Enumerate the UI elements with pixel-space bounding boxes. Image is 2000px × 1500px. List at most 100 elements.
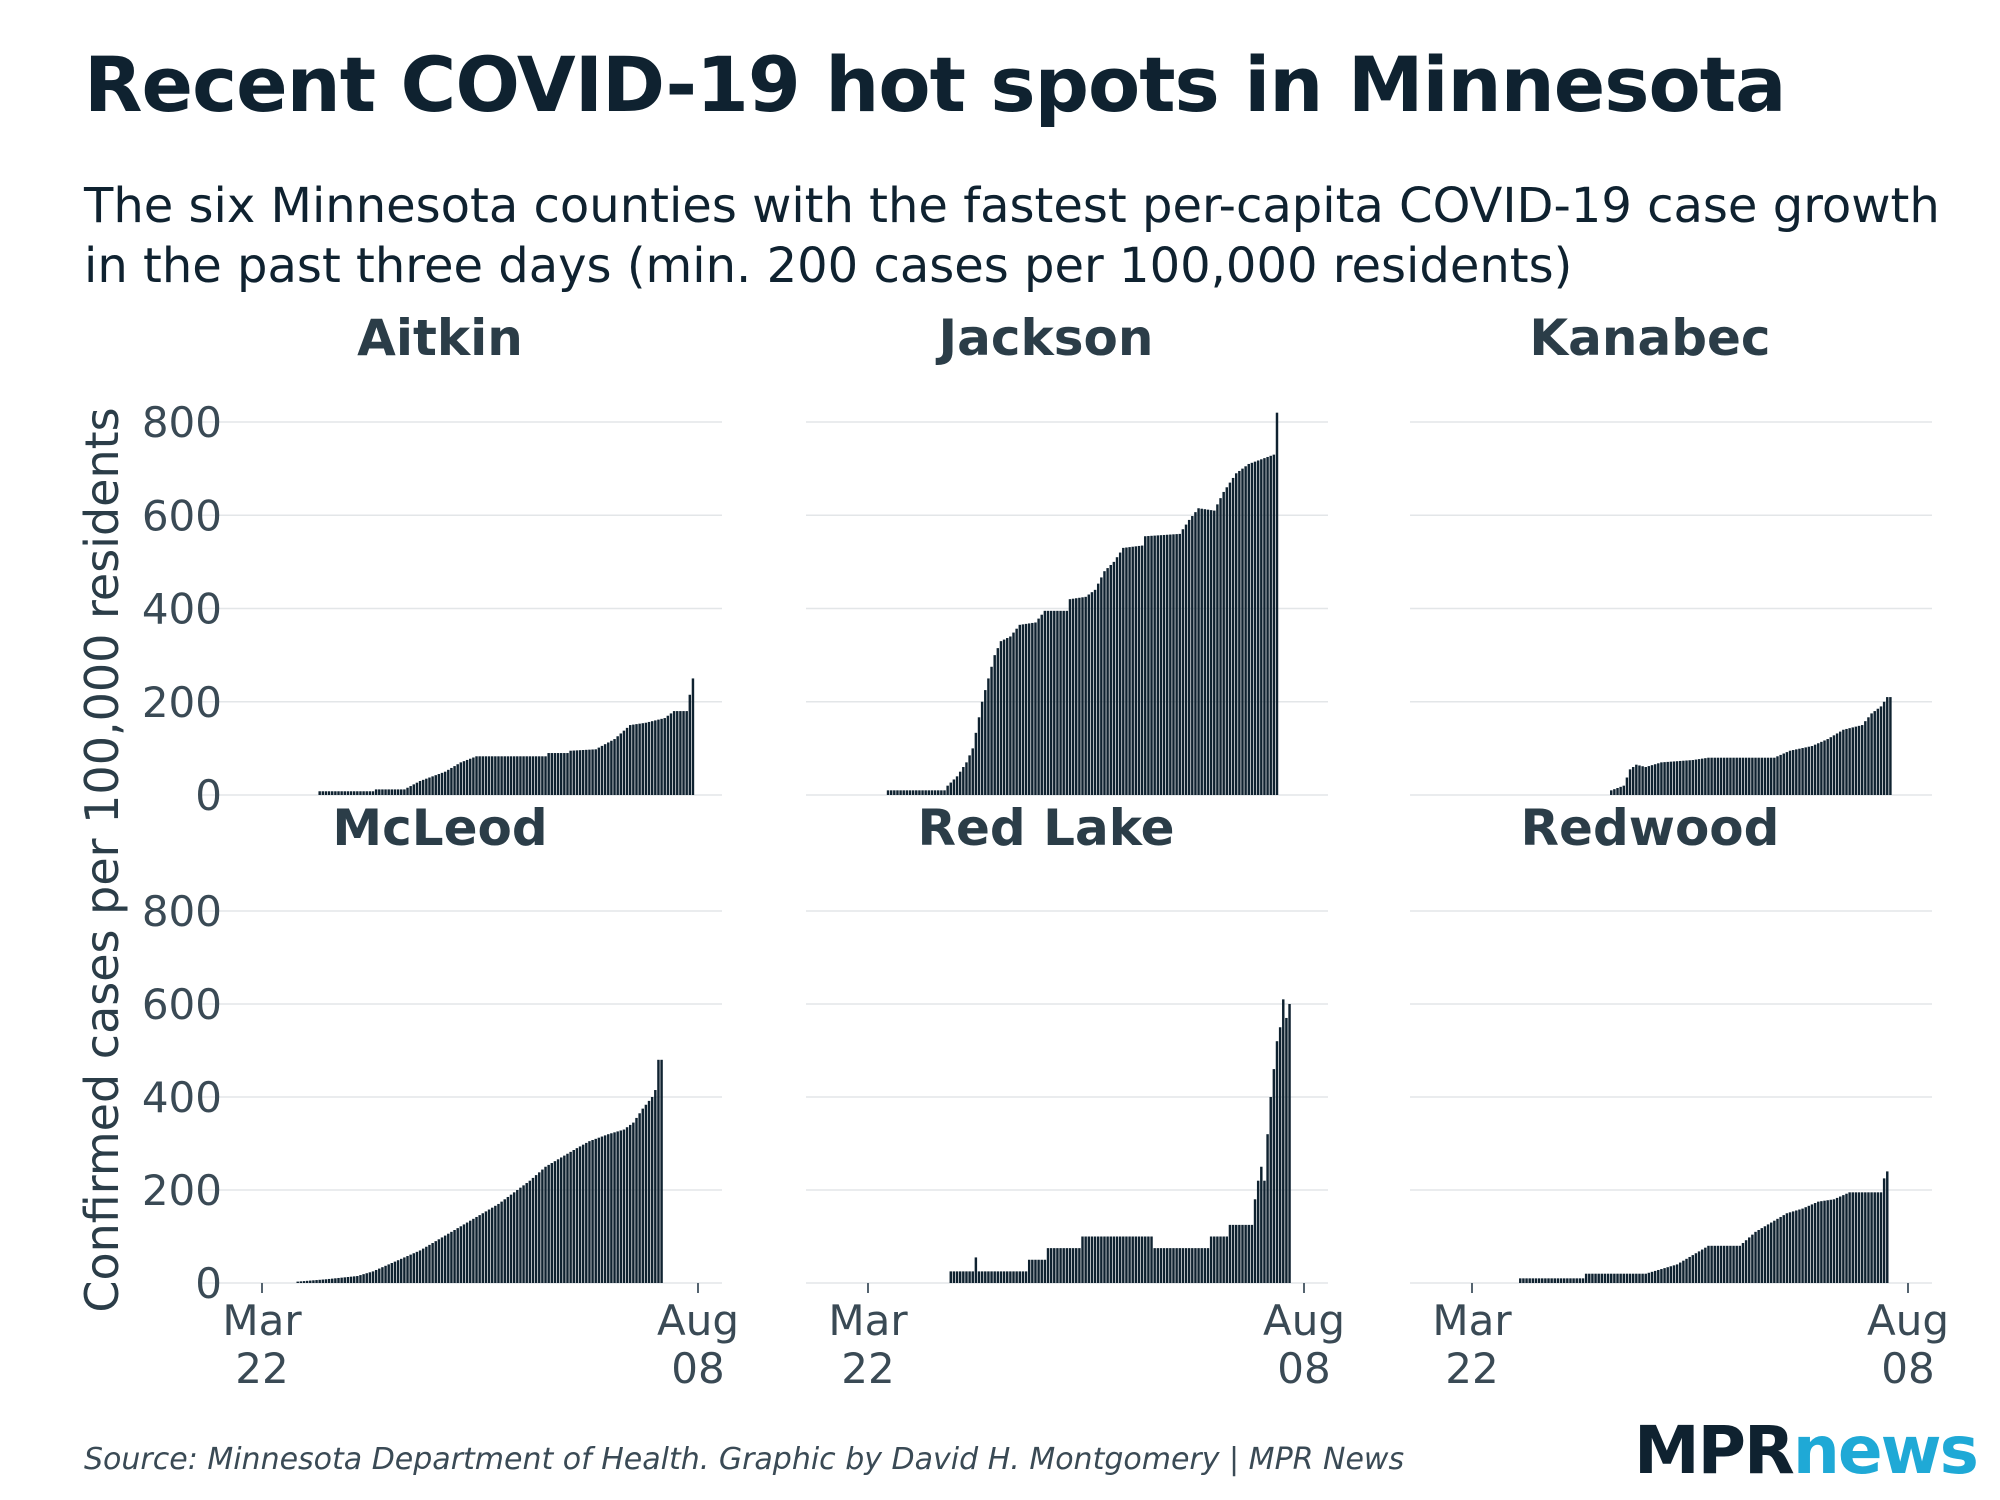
- bar: [1650, 1271, 1654, 1283]
- bar: [1760, 757, 1764, 795]
- bar: [1685, 1258, 1688, 1283]
- x-tick-label-day: 22: [1445, 1344, 1498, 1393]
- bar: [1531, 1278, 1535, 1283]
- bar: [1647, 766, 1651, 795]
- bar: [440, 772, 444, 795]
- bar: [635, 724, 638, 795]
- bar: [378, 789, 381, 795]
- bar: [522, 1185, 525, 1283]
- bar: [1713, 1245, 1716, 1283]
- bar: [440, 1237, 444, 1283]
- bar: [1635, 764, 1638, 795]
- bar: [1694, 1253, 1698, 1283]
- bar: [1096, 1236, 1100, 1283]
- bar: [327, 1278, 331, 1283]
- bar: [622, 1129, 626, 1283]
- bar: [958, 1271, 962, 1284]
- bar: [1867, 717, 1870, 795]
- bar: [1043, 610, 1047, 795]
- bar: [965, 1271, 968, 1284]
- bar: [1616, 788, 1619, 795]
- bar: [1118, 552, 1122, 795]
- bar: [393, 789, 397, 795]
- bar: [1798, 748, 1801, 795]
- bar: [1779, 1216, 1782, 1283]
- bar: [1691, 760, 1695, 795]
- bar: [974, 1257, 978, 1283]
- bar: [1162, 1248, 1166, 1284]
- bar: [1122, 1236, 1125, 1283]
- bar: [1150, 535, 1153, 795]
- bar: [1657, 763, 1660, 795]
- bar: [1575, 1278, 1578, 1283]
- bar: [315, 1280, 318, 1283]
- bar: [1801, 748, 1804, 795]
- bar: [977, 717, 981, 795]
- bar: [547, 753, 550, 795]
- bar: [965, 762, 968, 795]
- bar: [1550, 1278, 1553, 1283]
- bar: [962, 767, 965, 795]
- bar: [1625, 777, 1629, 795]
- bar: [352, 791, 356, 795]
- bar: [1823, 1200, 1826, 1283]
- bar: [1172, 1248, 1175, 1284]
- bar: [506, 1196, 510, 1283]
- bar: [1795, 749, 1798, 795]
- bar: [1046, 1248, 1050, 1284]
- bar: [911, 790, 915, 795]
- bar: [1641, 1273, 1644, 1283]
- bar: [431, 776, 434, 795]
- bar: [528, 1180, 532, 1283]
- bar: [1006, 638, 1009, 795]
- bar: [1722, 757, 1726, 795]
- bar: [572, 750, 575, 795]
- bar: [1250, 462, 1254, 795]
- bar: [1234, 1224, 1238, 1284]
- logo-mpr-text: MPR: [1634, 1412, 1795, 1489]
- bar: [1134, 546, 1138, 795]
- bar: [302, 1281, 306, 1283]
- bar: [654, 1090, 657, 1283]
- bar: [1835, 1197, 1839, 1283]
- bar: [1782, 753, 1785, 795]
- bar: [556, 1159, 560, 1283]
- bar: [1181, 1248, 1185, 1284]
- bar: [1253, 461, 1257, 795]
- bar: [1231, 477, 1235, 795]
- bar: [1672, 761, 1676, 795]
- bar: [334, 1278, 337, 1283]
- bar: [984, 690, 987, 795]
- bar: [1244, 1224, 1247, 1284]
- bar: [1854, 726, 1858, 795]
- bar: [1619, 1273, 1622, 1283]
- bar: [1672, 1265, 1676, 1283]
- chart-title: Recent COVID-19 hot spots in Minnesota: [84, 40, 1786, 129]
- bar: [958, 771, 962, 795]
- bar: [1713, 757, 1716, 795]
- bar: [600, 1136, 604, 1283]
- bar: [1804, 747, 1807, 795]
- bar: [1103, 571, 1106, 795]
- bar: [528, 756, 532, 795]
- bar: [955, 776, 959, 795]
- bar: [1660, 1269, 1663, 1283]
- mpr-news-logo: MPRnews: [1634, 1418, 1979, 1484]
- bar: [1247, 463, 1250, 795]
- bar: [1191, 516, 1194, 795]
- bar: [456, 764, 459, 795]
- bar: [915, 790, 918, 795]
- bar: [484, 1211, 488, 1283]
- bar: [1832, 735, 1836, 795]
- bar: [1773, 1220, 1776, 1283]
- bar: [1118, 1236, 1122, 1283]
- bar: [575, 750, 579, 795]
- bar: [299, 1281, 303, 1283]
- bar: [1165, 534, 1169, 795]
- bar: [1553, 1278, 1556, 1283]
- bar: [390, 1263, 394, 1283]
- bar: [632, 1122, 635, 1283]
- bar: [886, 790, 890, 795]
- bar: [1037, 618, 1040, 795]
